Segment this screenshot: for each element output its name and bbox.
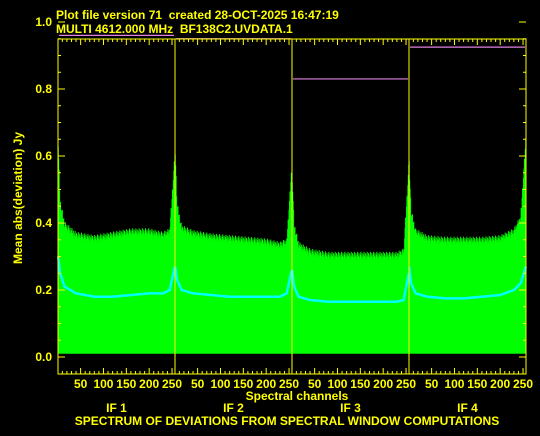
x-tick-label: 150	[116, 377, 136, 391]
x-tick-label: 100	[444, 377, 464, 391]
panel-label-if4: IF 4	[457, 401, 478, 415]
panel-label-if2: IF 2	[223, 401, 244, 415]
chart-title: SPECTRUM OF DEVIATIONS FROM SPECTRAL WIN…	[75, 414, 499, 428]
mean-line-if3	[290, 269, 410, 303]
y-tick-label: 0.2	[35, 283, 52, 297]
x-tick-label: 50	[191, 377, 205, 391]
y-tick-label: 0.6	[35, 149, 52, 163]
mean-line-if1	[56, 256, 176, 298]
plot-header-line1: Plot file version 71 created 28-OCT-2025…	[56, 8, 339, 22]
x-tick-label: 50	[308, 377, 322, 391]
x-axis-label: Spectral channels	[246, 389, 349, 403]
x-tick-label: 200	[373, 377, 393, 391]
x-tick-label: 100	[93, 377, 113, 391]
x-tick-label: 250	[513, 377, 533, 391]
x-tick-label: 150	[350, 377, 370, 391]
y-tick-label: 0.4	[35, 216, 52, 230]
y-tick-label: 0.0	[35, 350, 52, 364]
x-tick-label: 100	[210, 377, 230, 391]
y-tick-label: 0.8	[35, 82, 52, 96]
plot-header-line2: MULTI 4612.000 MHz BF138C2.UVDATA.1	[56, 22, 293, 36]
x-tick-label: 100	[327, 377, 347, 391]
x-tick-label: 150	[467, 377, 487, 391]
x-tick-label: 250	[396, 377, 416, 391]
x-tick-label: 200	[490, 377, 510, 391]
mean-line-if2	[173, 266, 293, 298]
y-tick-label: 1.0	[35, 15, 52, 29]
x-tick-label: 50	[425, 377, 439, 391]
x-tick-label: 250	[279, 377, 299, 391]
x-tick-label: 250	[162, 377, 182, 391]
panel-label-if3: IF 3	[340, 401, 361, 415]
mean-line-if4	[407, 266, 527, 300]
panel-label-if1: IF 1	[106, 401, 127, 415]
x-tick-label: 200	[256, 377, 276, 391]
x-tick-label: 50	[74, 377, 88, 391]
y-axis-label: Mean abs(deviation) Jy	[11, 132, 25, 264]
x-tick-label: 200	[139, 377, 159, 391]
x-tick-label: 150	[233, 377, 253, 391]
